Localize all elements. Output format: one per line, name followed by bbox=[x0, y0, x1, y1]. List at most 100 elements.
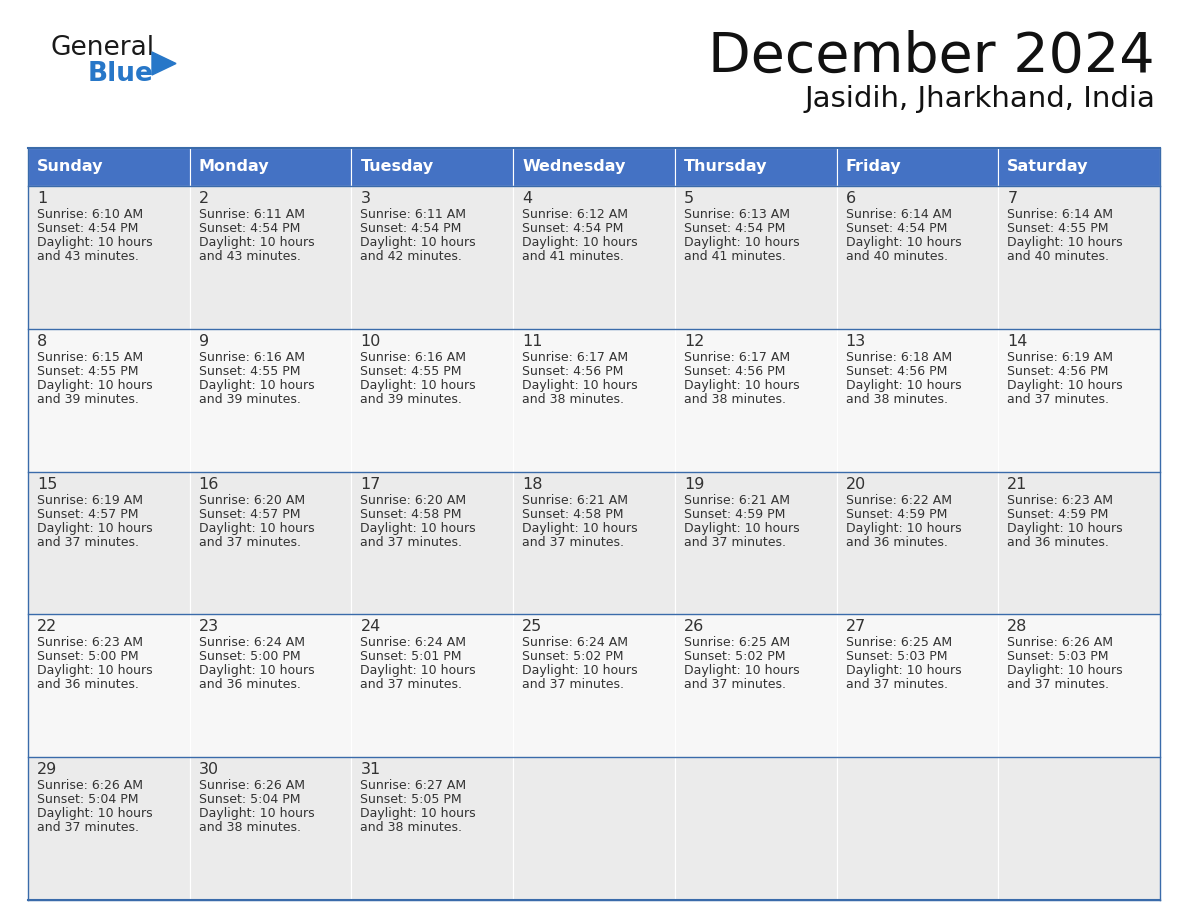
Text: Sunset: 4:54 PM: Sunset: 4:54 PM bbox=[684, 222, 785, 235]
Bar bbox=[190, 614, 352, 757]
Bar bbox=[29, 472, 190, 614]
Text: and 40 minutes.: and 40 minutes. bbox=[1007, 250, 1110, 263]
Text: Daylight: 10 hours: Daylight: 10 hours bbox=[360, 379, 476, 392]
Text: 21: 21 bbox=[1007, 476, 1028, 492]
Bar bbox=[836, 472, 998, 614]
Text: Sunset: 4:57 PM: Sunset: 4:57 PM bbox=[37, 508, 139, 521]
Text: Sunset: 5:01 PM: Sunset: 5:01 PM bbox=[360, 650, 462, 664]
Text: Wednesday: Wednesday bbox=[523, 160, 626, 174]
Text: 24: 24 bbox=[360, 620, 380, 634]
Text: Sunrise: 6:21 AM: Sunrise: 6:21 AM bbox=[523, 494, 628, 507]
Bar bbox=[836, 614, 998, 757]
Text: Saturday: Saturday bbox=[1007, 160, 1088, 174]
Bar bbox=[836, 757, 998, 900]
Text: and 37 minutes.: and 37 minutes. bbox=[846, 678, 948, 691]
Text: Sunset: 5:02 PM: Sunset: 5:02 PM bbox=[523, 650, 624, 664]
Text: Friday: Friday bbox=[846, 160, 902, 174]
Text: 31: 31 bbox=[360, 762, 380, 778]
Text: Daylight: 10 hours: Daylight: 10 hours bbox=[198, 236, 315, 249]
Bar bbox=[836, 329, 998, 472]
Text: Sunrise: 6:26 AM: Sunrise: 6:26 AM bbox=[37, 779, 143, 792]
Text: Sunrise: 6:14 AM: Sunrise: 6:14 AM bbox=[1007, 208, 1113, 221]
Text: 2: 2 bbox=[198, 191, 209, 206]
Text: Sunset: 4:56 PM: Sunset: 4:56 PM bbox=[1007, 364, 1108, 378]
Bar bbox=[29, 148, 190, 186]
Text: Sunrise: 6:25 AM: Sunrise: 6:25 AM bbox=[846, 636, 952, 649]
Text: and 37 minutes.: and 37 minutes. bbox=[360, 535, 462, 549]
Bar bbox=[998, 614, 1159, 757]
Text: Sunrise: 6:14 AM: Sunrise: 6:14 AM bbox=[846, 208, 952, 221]
Text: Sunset: 5:03 PM: Sunset: 5:03 PM bbox=[1007, 650, 1108, 664]
Bar bbox=[513, 757, 675, 900]
Text: 11: 11 bbox=[523, 334, 543, 349]
Bar bbox=[29, 757, 190, 900]
Bar bbox=[29, 186, 190, 329]
Text: Sunrise: 6:12 AM: Sunrise: 6:12 AM bbox=[523, 208, 628, 221]
Bar bbox=[675, 186, 836, 329]
Text: Sunrise: 6:16 AM: Sunrise: 6:16 AM bbox=[360, 351, 467, 364]
Text: Daylight: 10 hours: Daylight: 10 hours bbox=[360, 807, 476, 820]
Bar bbox=[675, 329, 836, 472]
Text: and 40 minutes.: and 40 minutes. bbox=[846, 250, 948, 263]
Text: Daylight: 10 hours: Daylight: 10 hours bbox=[37, 807, 152, 820]
Text: and 41 minutes.: and 41 minutes. bbox=[684, 250, 785, 263]
Text: and 36 minutes.: and 36 minutes. bbox=[846, 535, 948, 549]
Text: Daylight: 10 hours: Daylight: 10 hours bbox=[360, 665, 476, 677]
Text: and 38 minutes.: and 38 minutes. bbox=[684, 393, 785, 406]
Text: Sunrise: 6:24 AM: Sunrise: 6:24 AM bbox=[360, 636, 467, 649]
Text: Sunset: 5:05 PM: Sunset: 5:05 PM bbox=[360, 793, 462, 806]
Text: 26: 26 bbox=[684, 620, 704, 634]
Text: Sunrise: 6:17 AM: Sunrise: 6:17 AM bbox=[684, 351, 790, 364]
Text: Daylight: 10 hours: Daylight: 10 hours bbox=[684, 665, 800, 677]
Text: 22: 22 bbox=[37, 620, 57, 634]
Text: 10: 10 bbox=[360, 334, 381, 349]
Text: Sunrise: 6:23 AM: Sunrise: 6:23 AM bbox=[37, 636, 143, 649]
Bar bbox=[352, 186, 513, 329]
Text: 9: 9 bbox=[198, 334, 209, 349]
Text: and 37 minutes.: and 37 minutes. bbox=[37, 535, 139, 549]
Text: 4: 4 bbox=[523, 191, 532, 206]
Text: Sunrise: 6:20 AM: Sunrise: 6:20 AM bbox=[198, 494, 305, 507]
Text: 23: 23 bbox=[198, 620, 219, 634]
Text: Sunrise: 6:16 AM: Sunrise: 6:16 AM bbox=[198, 351, 304, 364]
Text: Sunrise: 6:24 AM: Sunrise: 6:24 AM bbox=[198, 636, 304, 649]
Text: Daylight: 10 hours: Daylight: 10 hours bbox=[198, 807, 315, 820]
Text: Sunrise: 6:20 AM: Sunrise: 6:20 AM bbox=[360, 494, 467, 507]
Text: Daylight: 10 hours: Daylight: 10 hours bbox=[198, 521, 315, 534]
Text: Sunset: 5:00 PM: Sunset: 5:00 PM bbox=[37, 650, 139, 664]
Text: and 37 minutes.: and 37 minutes. bbox=[198, 535, 301, 549]
Text: and 43 minutes.: and 43 minutes. bbox=[37, 250, 139, 263]
Bar bbox=[29, 614, 190, 757]
Text: Sunset: 4:58 PM: Sunset: 4:58 PM bbox=[360, 508, 462, 521]
Text: Sunset: 4:54 PM: Sunset: 4:54 PM bbox=[198, 222, 301, 235]
Text: Sunrise: 6:19 AM: Sunrise: 6:19 AM bbox=[37, 494, 143, 507]
Text: Daylight: 10 hours: Daylight: 10 hours bbox=[198, 665, 315, 677]
Text: Sunrise: 6:25 AM: Sunrise: 6:25 AM bbox=[684, 636, 790, 649]
Text: Daylight: 10 hours: Daylight: 10 hours bbox=[846, 665, 961, 677]
Bar bbox=[513, 186, 675, 329]
Text: and 36 minutes.: and 36 minutes. bbox=[37, 678, 139, 691]
Text: and 39 minutes.: and 39 minutes. bbox=[37, 393, 139, 406]
Text: and 37 minutes.: and 37 minutes. bbox=[1007, 678, 1110, 691]
Text: Daylight: 10 hours: Daylight: 10 hours bbox=[198, 379, 315, 392]
Text: 1: 1 bbox=[37, 191, 48, 206]
Bar bbox=[513, 472, 675, 614]
Text: Blue: Blue bbox=[88, 61, 154, 87]
Text: Sunset: 4:55 PM: Sunset: 4:55 PM bbox=[37, 364, 139, 378]
Text: and 37 minutes.: and 37 minutes. bbox=[684, 678, 785, 691]
Bar bbox=[998, 329, 1159, 472]
Text: Sunset: 4:59 PM: Sunset: 4:59 PM bbox=[846, 508, 947, 521]
Text: 14: 14 bbox=[1007, 334, 1028, 349]
Text: Daylight: 10 hours: Daylight: 10 hours bbox=[846, 521, 961, 534]
Text: and 43 minutes.: and 43 minutes. bbox=[198, 250, 301, 263]
Text: 20: 20 bbox=[846, 476, 866, 492]
Text: Daylight: 10 hours: Daylight: 10 hours bbox=[846, 236, 961, 249]
Text: Sunset: 4:58 PM: Sunset: 4:58 PM bbox=[523, 508, 624, 521]
Text: Sunrise: 6:10 AM: Sunrise: 6:10 AM bbox=[37, 208, 143, 221]
Text: 5: 5 bbox=[684, 191, 694, 206]
Text: Daylight: 10 hours: Daylight: 10 hours bbox=[684, 521, 800, 534]
Text: Sunrise: 6:26 AM: Sunrise: 6:26 AM bbox=[198, 779, 304, 792]
Text: Daylight: 10 hours: Daylight: 10 hours bbox=[846, 379, 961, 392]
Bar bbox=[29, 329, 190, 472]
Text: Sunrise: 6:18 AM: Sunrise: 6:18 AM bbox=[846, 351, 952, 364]
